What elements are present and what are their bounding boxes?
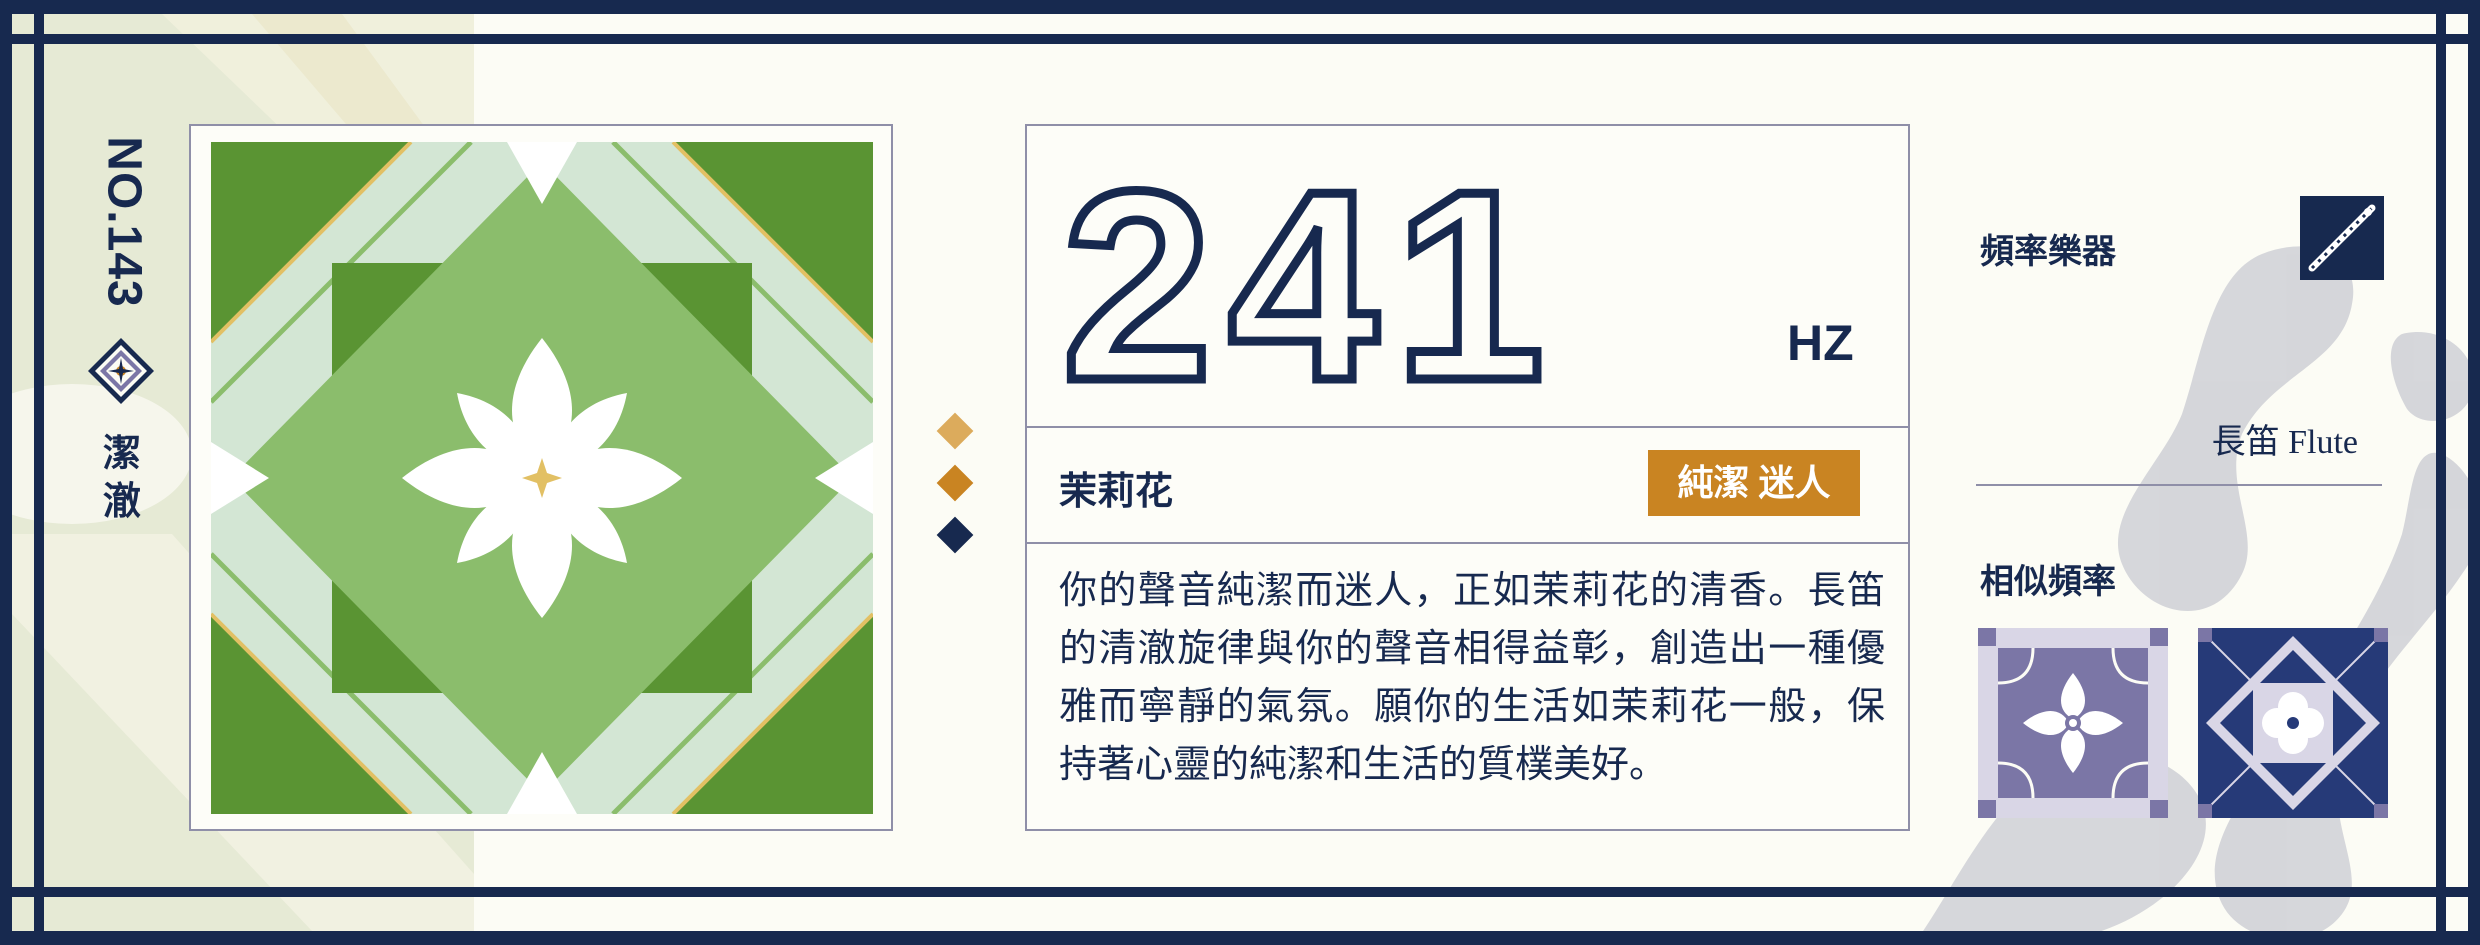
frame-top [12,34,2468,44]
frequency-unit: HZ [1787,315,1854,371]
emblem-icon [88,338,154,404]
info-divider-bottom [1025,542,1910,544]
frame-right [2436,14,2446,931]
similar-tile-lavender[interactable] [1978,628,2168,818]
keyword-badge: 純潔 迷人 [1648,450,1860,516]
brush-stroke-decoration [1923,246,2468,931]
virtue-label: 潔澈 [102,433,141,523]
serial-number: NO.143 [84,132,164,312]
frequency-number: 241 [1062,154,1560,404]
instrument-heading: 頻率樂器 [1980,234,2116,271]
frame-left [34,14,44,931]
flute-icon [2300,196,2384,280]
right-divider [1976,484,2382,486]
description-text: 你的聲音純潔而迷人，正如茉莉花的清香。長笛的清澈旋律與你的聲音相得益彰，創造出一… [1059,570,1885,786]
flower-name: 茉莉花 [1059,471,1174,513]
frequency-value: 241 [1062,154,1560,404]
accent-dot-dark [936,516,974,554]
flower-tile-panel [189,124,893,831]
frame-bottom [12,887,2468,897]
accent-dot-mid [936,464,974,502]
similar-heading: 相似頻率 [1980,564,2116,601]
similar-tile-navy[interactable] [2198,628,2388,818]
serial-number-text: NO.143 [97,136,151,308]
card-paper: NO.143 潔澈 [12,14,2468,931]
instrument-name: 長笛 Flute [2211,424,2358,461]
info-divider-top [1025,426,1910,428]
accent-dot-light [936,412,974,450]
jasmine-tile-icon [211,142,873,814]
